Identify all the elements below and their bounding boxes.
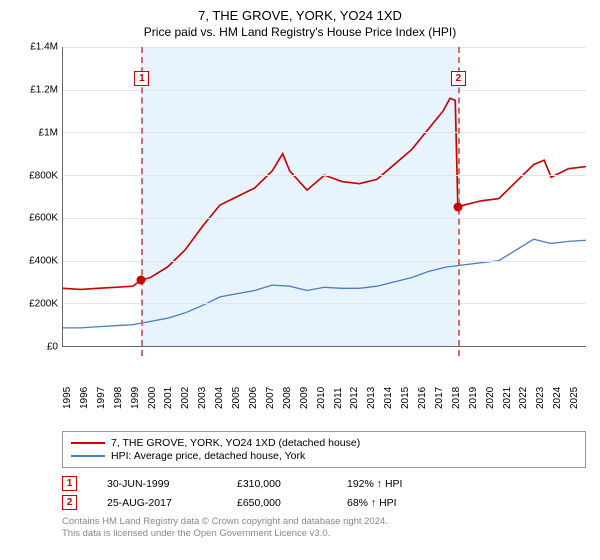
x-tick-label: 1998 xyxy=(113,387,130,427)
legend-row: 7, THE GROVE, YORK, YO24 1XD (detached h… xyxy=(71,437,577,449)
x-tick-label: 2007 xyxy=(265,387,282,427)
x-tick-label: 2023 xyxy=(535,387,552,427)
x-tick-label: 2001 xyxy=(163,387,180,427)
x-tick-label: 2011 xyxy=(333,387,350,427)
transaction-marker-box: 2 xyxy=(451,71,466,86)
transaction-hpi: 192% ↑ HPI xyxy=(347,478,447,490)
x-tick-label: 2005 xyxy=(231,387,248,427)
footer-line: Contains HM Land Registry data © Crown c… xyxy=(62,516,586,528)
x-axis: 1995199619971998199920002001200220032004… xyxy=(62,387,586,427)
y-tick-label: £1M xyxy=(39,127,58,138)
x-tick-label: 2024 xyxy=(552,387,569,427)
transaction-table: 1 30-JUN-1999 £310,000 192% ↑ HPI 2 25-AUG-20… xyxy=(62,476,586,510)
transaction-number: 2 xyxy=(62,495,77,510)
legend-swatch xyxy=(71,442,105,444)
transaction-marker-box: 1 xyxy=(134,71,149,86)
x-tick-label: 2022 xyxy=(518,387,535,427)
legend: 7, THE GROVE, YORK, YO24 1XD (detached h… xyxy=(62,431,586,468)
legend-row: HPI: Average price, detached house, York xyxy=(71,450,577,462)
x-tick-label: 1995 xyxy=(62,387,79,427)
transaction-number: 1 xyxy=(62,476,77,491)
y-tick-label: £800K xyxy=(29,170,58,181)
x-tick-label: 2002 xyxy=(180,387,197,427)
chart: £0£200K£400K£600K£800K£1M£1.2M£1.4M 12 xyxy=(14,47,586,387)
x-tick-label: 2020 xyxy=(485,387,502,427)
x-tick-label: 2025 xyxy=(569,387,586,427)
legend-label: HPI: Average price, detached house, York xyxy=(111,450,305,462)
legend-swatch xyxy=(71,455,105,457)
x-tick-label: 1997 xyxy=(96,387,113,427)
transaction-vline xyxy=(458,47,460,356)
x-tick-label: 1996 xyxy=(79,387,96,427)
transaction-date: 30-JUN-1999 xyxy=(107,478,207,490)
chart-title: 7, THE GROVE, YORK, YO24 1XD xyxy=(14,8,586,23)
y-tick-label: £1.4M xyxy=(30,42,58,53)
x-tick-label: 2009 xyxy=(299,387,316,427)
transaction-row: 1 30-JUN-1999 £310,000 192% ↑ HPI xyxy=(62,476,586,491)
x-tick-label: 2004 xyxy=(214,387,231,427)
x-tick-label: 2016 xyxy=(417,387,434,427)
chart-subtitle: Price paid vs. HM Land Registry's House … xyxy=(14,25,586,39)
x-tick-label: 2006 xyxy=(248,387,265,427)
transaction-row: 2 25-AUG-2017 £650,000 68% ↑ HPI xyxy=(62,495,586,510)
x-tick-label: 2014 xyxy=(383,387,400,427)
x-tick-label: 2018 xyxy=(451,387,468,427)
transaction-dot xyxy=(453,203,462,212)
legend-label: 7, THE GROVE, YORK, YO24 1XD (detached h… xyxy=(111,437,360,449)
transaction-price: £650,000 xyxy=(237,497,317,509)
footer-attribution: Contains HM Land Registry data © Crown c… xyxy=(62,516,586,541)
transaction-date: 25-AUG-2017 xyxy=(107,497,207,509)
plot-area: 12 xyxy=(62,47,586,347)
transaction-vline xyxy=(141,47,143,356)
x-tick-label: 2010 xyxy=(316,387,333,427)
x-tick-label: 2021 xyxy=(502,387,519,427)
x-tick-label: 2000 xyxy=(147,387,164,427)
transaction-dot xyxy=(137,275,146,284)
x-tick-label: 2013 xyxy=(366,387,383,427)
transaction-price: £310,000 xyxy=(237,478,317,490)
x-tick-label: 2015 xyxy=(400,387,417,427)
footer-line: This data is licensed under the Open Gov… xyxy=(62,528,586,540)
x-tick-label: 1999 xyxy=(130,387,147,427)
x-tick-label: 2019 xyxy=(468,387,485,427)
y-tick-label: £0 xyxy=(47,342,58,353)
y-tick-label: £200K xyxy=(29,299,58,310)
x-tick-label: 2008 xyxy=(282,387,299,427)
x-tick-label: 2017 xyxy=(434,387,451,427)
y-tick-label: £1.2M xyxy=(30,84,58,95)
y-tick-label: £400K xyxy=(29,256,58,267)
x-tick-label: 2003 xyxy=(197,387,214,427)
y-tick-label: £600K xyxy=(29,213,58,224)
transaction-hpi: 68% ↑ HPI xyxy=(347,497,447,509)
y-axis: £0£200K£400K£600K£800K£1M£1.2M£1.4M xyxy=(14,47,62,347)
x-tick-label: 2012 xyxy=(349,387,366,427)
